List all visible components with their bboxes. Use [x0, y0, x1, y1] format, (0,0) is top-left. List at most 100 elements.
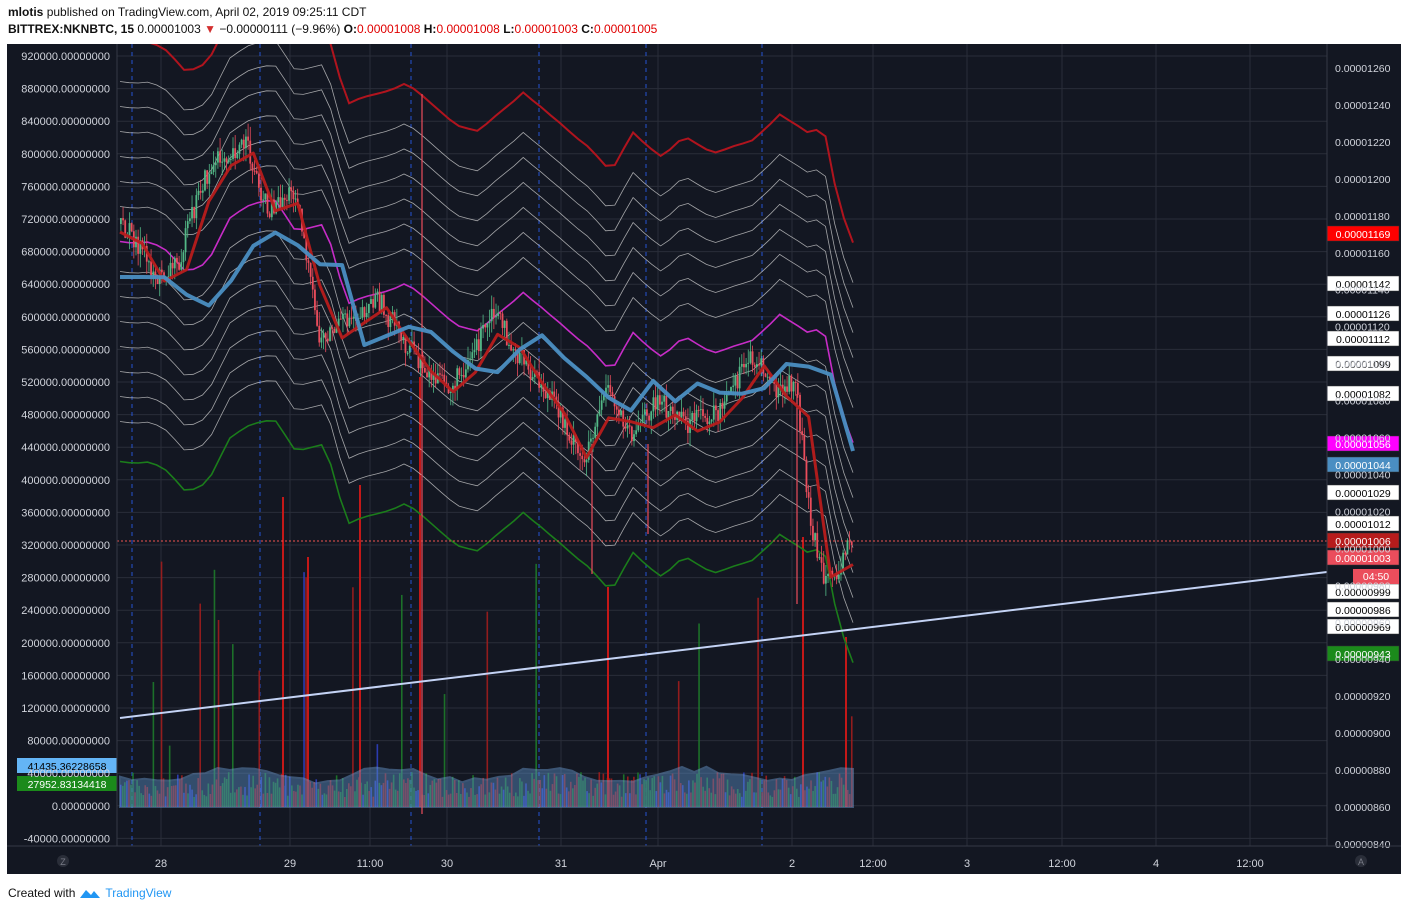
volume-bar [150, 795, 153, 807]
candle-body [193, 207, 196, 219]
volume-bar [193, 796, 195, 807]
candle-body [723, 401, 726, 409]
volume-bar [604, 794, 607, 807]
candle-body [553, 391, 556, 397]
volume-bar [826, 786, 829, 807]
candle-body [518, 352, 521, 364]
volume-bar [791, 786, 794, 807]
candle-body [740, 363, 743, 367]
volume-bar [457, 780, 460, 807]
x-tick-label: 31 [555, 858, 567, 870]
volume-bar [197, 778, 199, 807]
volume-bar [464, 788, 466, 807]
candle-body [219, 151, 221, 163]
volume-bar [478, 786, 480, 807]
volume-bar [337, 791, 340, 807]
volume-bar [543, 775, 546, 807]
volume-bar [814, 786, 816, 807]
auto-scale-icon-label: A [1358, 857, 1364, 867]
candle-body [732, 385, 735, 387]
candle-body [160, 269, 163, 273]
volume-bar [213, 569, 216, 807]
volume-bar [669, 775, 672, 807]
price-chart[interactable]: 0.00001169 0.00001142 0.00001126 0.00001112… [7, 0, 1401, 874]
volume-bar [820, 781, 823, 807]
volume-bar [319, 783, 322, 807]
candle-body [322, 333, 325, 338]
volume-bar [195, 794, 197, 807]
candle-body [628, 425, 631, 427]
candle-body [234, 148, 237, 159]
chart-pane[interactable]: 0.00001169 0.00001142 0.00001126 0.00001112… [7, 0, 1401, 874]
candle-body [257, 173, 260, 188]
ohlc-legend: BITTREX:NKNBTC, 15 0.00001003 ▼ −0.00000… [8, 22, 657, 36]
volume-bar [610, 778, 613, 807]
volume-bar [152, 682, 155, 807]
volume-bar [698, 623, 700, 807]
zoom-icon [57, 855, 69, 867]
volume-bar [445, 790, 448, 807]
candle-body [721, 402, 724, 409]
candle-body [835, 575, 838, 580]
price-badge-label: 0.00000969 [1335, 622, 1391, 634]
envelope-line [119, 115, 854, 358]
candle-body [458, 368, 461, 376]
candle-body [699, 409, 702, 411]
volume-bar [148, 793, 151, 807]
volume-bar [130, 784, 132, 807]
volume-spike [607, 587, 609, 807]
left-tick-label: 40000.00000000 [27, 768, 110, 780]
volume-bar [288, 776, 291, 807]
candle-body [820, 557, 823, 563]
tradingview-link[interactable]: TradingView [105, 886, 172, 900]
volume-bar [384, 773, 387, 807]
candle-body [480, 328, 482, 352]
volume-bar [753, 792, 755, 807]
candle-body [363, 307, 366, 318]
volume-bar [622, 774, 625, 807]
volume-bar [706, 777, 708, 807]
volume-bar [315, 779, 318, 807]
volume-bar [655, 791, 658, 807]
volume-bar [346, 789, 348, 807]
volume-bar [297, 784, 299, 807]
volume-bar [738, 793, 741, 807]
volume-bar [388, 788, 391, 807]
volume-bar [468, 796, 470, 807]
right-tick-label: 0.00001220 [1335, 137, 1391, 149]
candle-body [201, 190, 204, 193]
candle-body [156, 278, 159, 285]
price-badge-label: 0.00001044 [1335, 460, 1391, 472]
volume-bar [645, 780, 647, 807]
candle-body [837, 574, 840, 580]
candle-body [247, 136, 249, 141]
candle-body [749, 351, 752, 363]
volume-bar [242, 794, 244, 807]
volume-bar [769, 795, 772, 807]
volume-bar [223, 777, 226, 807]
volume-bar [354, 791, 356, 807]
candle-body [251, 163, 254, 171]
volume-bar [777, 789, 780, 807]
author-name[interactable]: mlotis [8, 5, 44, 19]
volume-bar [529, 793, 531, 807]
candle-body [212, 165, 215, 173]
candle-body [316, 310, 318, 326]
candle-body [809, 497, 812, 526]
candle-body [646, 409, 648, 416]
candle-body [361, 307, 364, 318]
volume-bar [779, 789, 782, 807]
left-tick-label: 800000.00000000 [21, 149, 110, 161]
candle-body [611, 392, 614, 397]
volume-bar [763, 780, 766, 807]
candle-body [443, 374, 446, 383]
candle-body [686, 420, 689, 433]
candle-body [374, 294, 377, 308]
volume-bar [808, 788, 810, 807]
volume-bar [329, 780, 332, 807]
candle-body [339, 318, 342, 320]
volume-bar [842, 784, 845, 807]
candle-body [318, 325, 321, 343]
volume-bar [174, 785, 177, 807]
candle-body [583, 459, 586, 463]
